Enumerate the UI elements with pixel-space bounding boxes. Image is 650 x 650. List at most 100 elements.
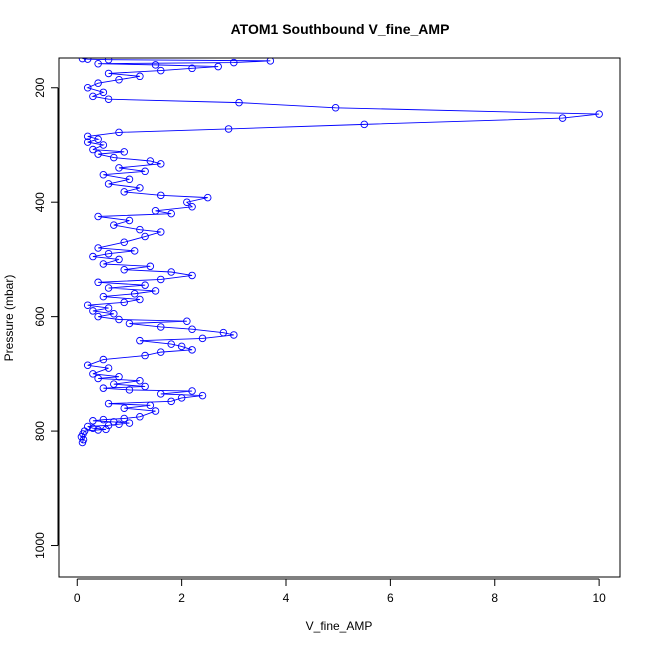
data-point bbox=[167, 340, 175, 348]
data-point bbox=[188, 387, 196, 395]
data-point bbox=[595, 110, 603, 118]
data-point bbox=[266, 58, 275, 65]
data-point bbox=[157, 228, 165, 236]
x-tick-label: 4 bbox=[283, 591, 290, 605]
x-tick-label: 8 bbox=[491, 591, 498, 605]
data-point bbox=[136, 225, 144, 234]
data-point bbox=[167, 268, 175, 276]
y-tick-label: 1000 bbox=[33, 532, 47, 559]
data-point bbox=[83, 138, 92, 146]
data-point bbox=[104, 180, 113, 188]
data-point bbox=[157, 160, 165, 168]
data-point bbox=[188, 346, 196, 354]
data-point bbox=[78, 58, 87, 63]
data-point bbox=[120, 188, 128, 196]
data-point bbox=[99, 384, 108, 392]
data-point bbox=[136, 184, 144, 192]
data-point bbox=[83, 422, 92, 431]
data-point bbox=[224, 125, 233, 133]
data-point bbox=[151, 207, 160, 215]
data-point bbox=[230, 331, 238, 339]
x-tick-label: 10 bbox=[592, 591, 606, 605]
x-tick-label: 2 bbox=[178, 591, 185, 605]
y-tick-label: 400 bbox=[33, 192, 47, 212]
data-point bbox=[136, 295, 144, 304]
data-point bbox=[235, 98, 243, 107]
data-point bbox=[167, 209, 175, 218]
data-point bbox=[120, 414, 128, 423]
data-point bbox=[94, 244, 102, 252]
chart-title: ATOM1 Southbound V_fine_AMP bbox=[230, 21, 450, 37]
data-point bbox=[214, 62, 222, 71]
data-point bbox=[99, 260, 108, 268]
data-point bbox=[188, 271, 196, 280]
data-point bbox=[146, 157, 155, 165]
data-point bbox=[188, 325, 196, 333]
y-tick-label: 600 bbox=[33, 306, 47, 326]
data-point bbox=[83, 58, 92, 63]
data-point bbox=[157, 390, 165, 398]
data-point bbox=[94, 150, 102, 158]
data-point bbox=[151, 287, 160, 295]
data-point bbox=[360, 120, 369, 129]
data-point bbox=[125, 216, 134, 225]
data-point bbox=[102, 425, 110, 434]
data-point bbox=[110, 310, 118, 318]
data-point bbox=[99, 292, 108, 301]
data-point bbox=[136, 376, 144, 385]
data-point bbox=[141, 382, 149, 391]
plot-frame bbox=[58, 57, 621, 578]
data-point bbox=[177, 342, 186, 351]
data-point bbox=[146, 262, 155, 271]
data-point bbox=[83, 84, 92, 92]
data-point bbox=[183, 198, 191, 206]
data-point bbox=[136, 336, 144, 345]
data-point bbox=[115, 164, 123, 172]
data-point bbox=[167, 397, 175, 406]
x-tick-label: 6 bbox=[387, 591, 394, 605]
data-point bbox=[198, 334, 207, 343]
data-point bbox=[115, 128, 123, 137]
axis-layer: 0 2 4 6 8 10 200 400 600 800 1000 bbox=[33, 57, 621, 605]
data-point bbox=[130, 247, 139, 255]
data-point bbox=[115, 75, 123, 84]
data-point bbox=[115, 420, 123, 428]
data-point bbox=[110, 153, 118, 162]
data-point bbox=[177, 394, 186, 402]
data-point bbox=[558, 114, 567, 122]
data-point bbox=[120, 148, 128, 156]
data-point bbox=[104, 364, 113, 372]
data-point bbox=[115, 315, 123, 324]
data-point bbox=[157, 348, 165, 356]
data-point bbox=[120, 404, 128, 412]
data-point bbox=[125, 319, 134, 328]
data-point bbox=[110, 418, 118, 426]
y-tick-label: 800 bbox=[33, 421, 47, 441]
data-point bbox=[115, 255, 123, 264]
data-point bbox=[120, 265, 128, 274]
data-point bbox=[151, 407, 160, 415]
data-point bbox=[136, 413, 144, 421]
data-point bbox=[219, 328, 228, 337]
series-line bbox=[80, 58, 600, 443]
data-point bbox=[157, 323, 165, 331]
data-point bbox=[94, 212, 102, 221]
data-point bbox=[89, 92, 97, 101]
data-point bbox=[183, 317, 191, 325]
data-point bbox=[151, 61, 160, 69]
data-point bbox=[89, 417, 97, 425]
data-point bbox=[104, 69, 113, 78]
data-point bbox=[104, 304, 113, 312]
data-point bbox=[198, 391, 207, 400]
data-point bbox=[94, 374, 102, 383]
data-point bbox=[99, 170, 108, 179]
data-point bbox=[104, 95, 113, 103]
y-tick-label: 200 bbox=[33, 77, 47, 97]
data-point bbox=[94, 135, 102, 143]
data-point bbox=[94, 312, 102, 321]
plot-layer bbox=[77, 58, 603, 447]
data-point bbox=[115, 372, 123, 381]
data-point bbox=[99, 141, 108, 149]
data-point bbox=[89, 307, 97, 315]
